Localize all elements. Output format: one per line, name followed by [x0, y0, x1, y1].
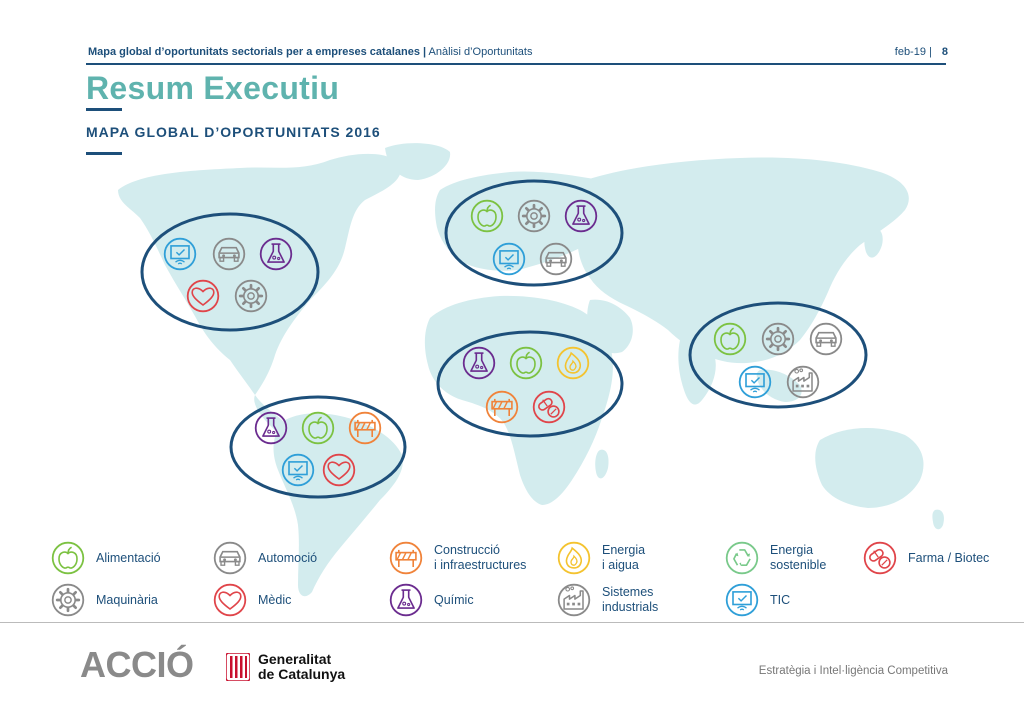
heart-icon	[213, 583, 247, 617]
legend-label: Químic	[434, 592, 474, 607]
arabia	[587, 299, 633, 354]
barrier-icon	[389, 541, 423, 575]
page-info: feb-19 | 8	[895, 46, 948, 58]
legend-label: Maquinària	[96, 592, 158, 607]
page-title: Resum Executiu	[86, 70, 340, 106]
se-asia	[756, 369, 802, 402]
legend-label: Farma / Biotec	[908, 550, 990, 565]
screen-wifi-icon	[725, 583, 759, 617]
flask-icon	[389, 583, 423, 617]
legend-item-energia-sostenible: Energia sostenible	[724, 540, 826, 576]
footer-divider	[0, 622, 1024, 623]
region-north-america[interactable]	[140, 212, 320, 332]
region-outline	[688, 301, 868, 409]
continents	[118, 143, 945, 597]
apple-icon	[51, 541, 85, 575]
document-section: Anàlisi d’Oportunitats	[428, 46, 533, 58]
region-europe[interactable]	[444, 179, 624, 287]
legend-item-sistemes: Sistemes industrials	[556, 582, 658, 618]
date-label: feb-19 |	[894, 46, 932, 58]
continent-south-america	[273, 413, 403, 597]
gencat-line2: de Catalunya	[258, 666, 346, 682]
pills-icon	[863, 541, 897, 575]
page-subtitle: MAPA GLOBAL D’OPORTUNITATS 2016	[86, 124, 381, 140]
footer-tagline: Estratègia i Intel·ligència Competitiva	[758, 665, 948, 677]
legend-item-tic: TIC	[724, 582, 790, 618]
region-outline	[140, 212, 320, 332]
legend-label: Mèdic	[258, 592, 292, 607]
continent-asia	[577, 157, 909, 364]
india	[678, 339, 716, 405]
madagascar	[595, 449, 609, 479]
title-dash	[86, 108, 122, 111]
legend-item-quimic: Químic	[388, 582, 474, 618]
legend-label: Energia sostenible	[770, 543, 827, 572]
flame-drop-icon	[557, 541, 591, 575]
legend-label: Sistemes industrials	[602, 585, 659, 614]
document-title: Mapa global d’oportunitats sectorials pe…	[88, 46, 427, 58]
legend-item-farma: Farma / Biotec	[862, 540, 989, 576]
factory-icon	[557, 583, 591, 617]
region-outline	[229, 395, 407, 499]
japan	[864, 228, 883, 258]
new-zealand	[932, 509, 945, 530]
gencat-line1: Generalitat	[258, 651, 332, 667]
region-south-america[interactable]	[229, 395, 407, 499]
greenland	[385, 143, 451, 180]
legend-label: Automoció	[258, 550, 318, 565]
region-outline	[436, 330, 624, 438]
legend-item-energia-aigua: Energia i aigua	[556, 540, 645, 576]
region-outline	[444, 179, 624, 287]
region-asia[interactable]	[688, 301, 868, 409]
legend-label: TIC	[770, 592, 791, 607]
continent-australia	[815, 428, 924, 508]
world-map	[118, 143, 945, 597]
legend-item-maquinaria: Maquinària	[50, 582, 158, 618]
car-icon	[213, 541, 247, 575]
legend-item-construccio: Construcció i infraestructures	[388, 540, 526, 576]
accio-logo: ACCIÓ	[80, 644, 194, 685]
legend-item-medic: Mèdic	[212, 582, 291, 618]
region-africa[interactable]	[436, 330, 624, 438]
legend-item-alimentacio: Alimentació	[50, 540, 161, 576]
document-header: Mapa global d’oportunitats sectorials pe…	[88, 46, 532, 58]
legend-label: Alimentació	[96, 550, 161, 565]
page-number: 8	[941, 46, 948, 58]
automocio-icon	[809, 322, 843, 356]
header-divider	[86, 63, 946, 65]
subtitle-dash	[86, 152, 122, 155]
continent-north-america	[118, 153, 401, 395]
legend-label: Construcció i infraestructures	[434, 543, 527, 572]
senyera-icon	[226, 653, 250, 681]
gear-icon	[51, 583, 85, 617]
continent-africa	[424, 295, 613, 505]
legend-item-automocio: Automoció	[212, 540, 317, 576]
generalitat-logo: Generalitat de Catalunya	[226, 652, 345, 682]
recycle-icon	[725, 541, 759, 575]
legend-label: Energia i aigua	[602, 543, 646, 572]
